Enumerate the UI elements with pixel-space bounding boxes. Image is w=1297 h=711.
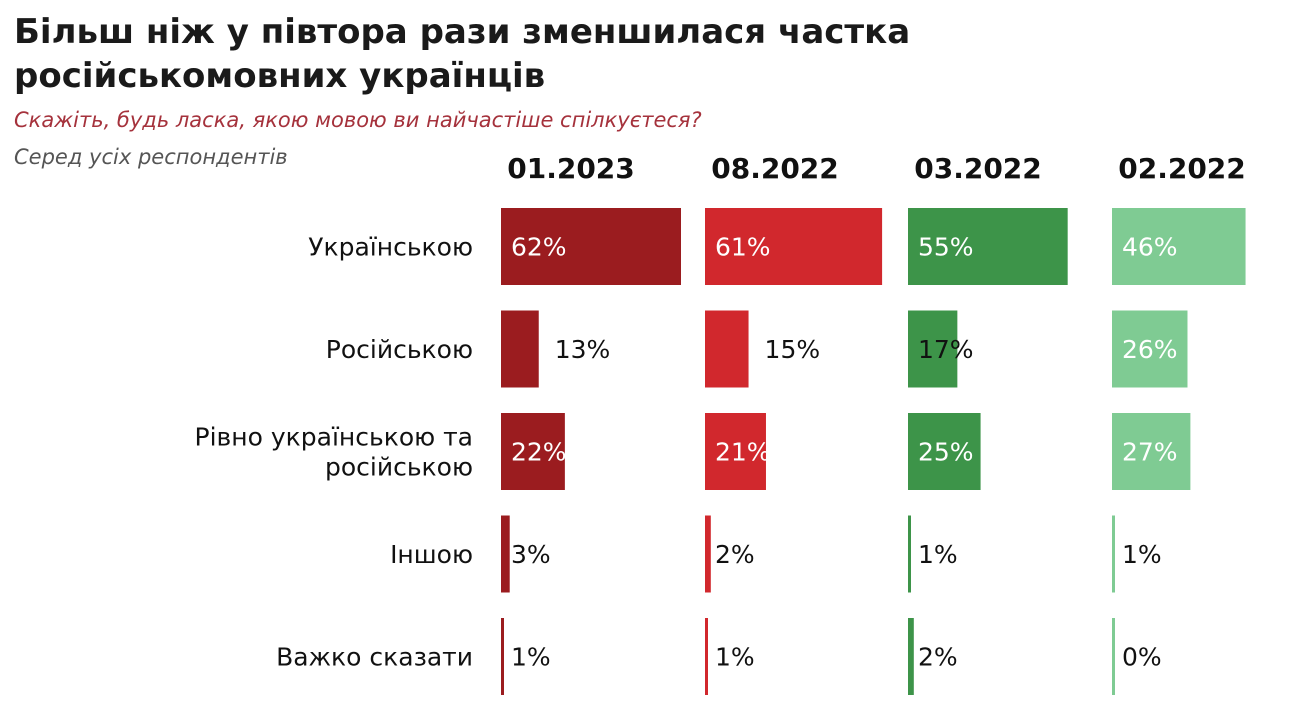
respondent-base-note: Серед усіх респондентів xyxy=(14,145,288,169)
bar-1-1 xyxy=(705,310,749,388)
column-header-0: 01.2023 xyxy=(507,152,635,185)
bar-0-1 xyxy=(501,310,539,388)
bar-3-0 xyxy=(1112,208,1246,285)
value-label-3-4: 0% xyxy=(1122,643,1162,672)
bar-2-3 xyxy=(908,515,911,593)
bar-groups: 62% 13% 22% 3% 1% 61% 15% 21% 2% 1% 55% 17% 25% 1% 2% 4… xyxy=(501,208,1246,695)
chart-subtitle: Скажіть, будь ласка, якою мовою ви найча… xyxy=(14,108,702,132)
value-label-1-4: 1% xyxy=(715,643,755,672)
bar-2-2 xyxy=(908,413,981,490)
column-header-2: 03.2022 xyxy=(914,152,1042,185)
value-label-0-2: 22% xyxy=(511,438,567,467)
column-header-3: 02.2022 xyxy=(1118,152,1246,185)
value-label-1-2: 21% xyxy=(715,438,771,467)
value-label-2-2: 25% xyxy=(918,438,974,467)
value-label-3-2: 27% xyxy=(1122,438,1178,467)
bar-2-1 xyxy=(908,310,958,388)
bar-1-3 xyxy=(705,515,711,593)
category-label-1: Російською xyxy=(326,335,473,364)
value-label-2-4: 2% xyxy=(918,643,958,672)
value-label-3-3: 1% xyxy=(1122,540,1162,569)
bar-0-0 xyxy=(501,208,681,285)
value-label-2-0: 55% xyxy=(918,233,974,262)
column-headers: 01.2023 08.2022 03.2022 02.2022 xyxy=(507,152,1246,185)
category-label-3: Іншою xyxy=(390,540,473,569)
value-label-1-1: 15% xyxy=(765,335,821,364)
category-label-4: Важко сказати xyxy=(276,643,473,672)
series-3: 46% 26% 27% 1% 0% xyxy=(1112,208,1246,695)
bar-2-0 xyxy=(908,208,1068,285)
category-label-2: Рівно українською та російською xyxy=(195,423,473,482)
category-label-0: Українською xyxy=(308,233,473,262)
value-label-2-3: 1% xyxy=(918,540,958,569)
value-label-3-0: 46% xyxy=(1122,233,1178,262)
series-2: 55% 17% 25% 1% 2% xyxy=(908,208,1068,695)
bar-1-0 xyxy=(705,208,883,285)
value-label-0-0: 62% xyxy=(511,233,567,262)
bar-2-4 xyxy=(908,618,914,695)
bar-1-4 xyxy=(705,618,708,695)
value-label-3-1: 26% xyxy=(1122,335,1178,364)
value-label-1-3: 2% xyxy=(715,540,755,569)
bar-0-4 xyxy=(501,618,504,695)
value-label-1-0: 61% xyxy=(715,233,771,262)
chart-title: Більш ніж у півтора рази зменшилася част… xyxy=(14,12,911,96)
value-label-2-1: 17% xyxy=(918,335,974,364)
bar-0-2 xyxy=(501,413,565,490)
value-label-0-4: 1% xyxy=(511,643,551,672)
bar-3-4 xyxy=(1112,618,1115,695)
series-0: 62% 13% 22% 3% 1% xyxy=(501,208,681,695)
bar-3-2 xyxy=(1112,413,1191,490)
series-1: 61% 15% 21% 2% 1% xyxy=(705,208,883,695)
bar-3-3 xyxy=(1112,515,1115,593)
column-header-1: 08.2022 xyxy=(711,152,839,185)
bar-3-1 xyxy=(1112,310,1188,388)
bar-0-3 xyxy=(501,515,510,593)
value-label-0-3: 3% xyxy=(511,540,551,569)
value-label-0-1: 13% xyxy=(555,335,611,364)
bar-1-2 xyxy=(705,413,766,490)
category-labels: Українською Російською Рівно українською т… xyxy=(195,233,473,672)
